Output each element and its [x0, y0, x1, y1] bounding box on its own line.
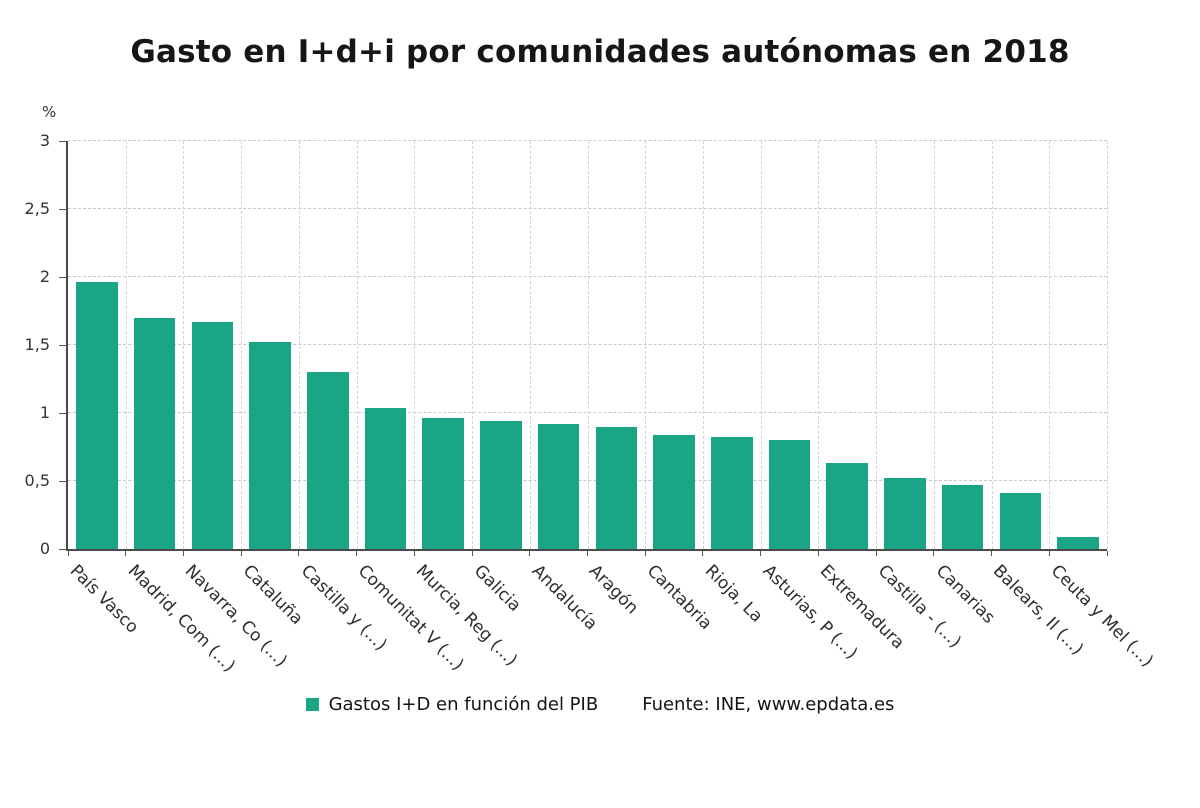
x-category-label: Ceuta y Mel (...): [1046, 561, 1158, 672]
x-tick-mark: [702, 551, 704, 556]
y-tick-label: 2: [39, 267, 50, 287]
legend-label: Gastos I+D en función del PIB: [328, 694, 599, 715]
gridline-vertical: [933, 141, 935, 549]
x-tick-mark: [587, 551, 588, 556]
y-tick-mark: [59, 208, 66, 210]
x-tick-mark: [529, 551, 531, 556]
source-label: Fuente: INE, www.epdata.es: [642, 694, 895, 715]
x-tick-mark: [298, 551, 300, 556]
x-tick-mark: [644, 551, 646, 556]
x-tick-mark: [760, 551, 762, 556]
x-tick-mark: [125, 551, 127, 556]
legend-swatch-icon: [305, 698, 319, 711]
bar: [480, 421, 522, 549]
bar: [76, 282, 118, 549]
bar: [249, 342, 291, 549]
x-tick-mark: [933, 551, 935, 556]
legend: Gastos I+D en función del PIB Fuente: IN…: [0, 694, 1200, 715]
y-tick-label: 3: [39, 131, 50, 150]
y-tick-label: 1: [39, 403, 50, 423]
y-tick-mark: [59, 548, 66, 550]
bar: [653, 434, 695, 549]
bar: [133, 317, 176, 549]
x-tick-mark: [817, 551, 819, 556]
y-tick-mark: [59, 480, 66, 482]
gridline-vertical: [760, 141, 762, 549]
x-tick-mark: [1106, 551, 1108, 556]
x-tick-mark: [240, 551, 242, 556]
gridline-vertical: [125, 141, 127, 549]
gridline-vertical: [1107, 141, 1108, 549]
y-tick-label: 0,5: [24, 471, 50, 491]
gridline-vertical: [298, 141, 300, 549]
gridline-vertical: [876, 141, 878, 549]
y-axis: 0 0,5 1 1,5 2 2,5 3: [0, 132, 58, 558]
x-category-label: Navarra, Co (...): [181, 561, 292, 672]
x-category-label: Madrid, Com (...): [123, 561, 239, 677]
y-tick-mark: [59, 412, 66, 414]
x-tick-mark: [471, 551, 473, 556]
bar: [537, 423, 580, 549]
bar: [826, 463, 869, 549]
bar: [1057, 536, 1099, 549]
gridline-vertical: [529, 141, 531, 549]
x-category-label: Aragón: [585, 561, 643, 619]
gridline-vertical: [472, 141, 474, 549]
gridline-vertical: [818, 141, 820, 549]
x-tick-mark: [356, 551, 358, 556]
bar: [884, 478, 926, 549]
bar: [422, 418, 464, 549]
gridline-vertical: [183, 141, 185, 549]
gridline-vertical: [1049, 141, 1051, 549]
gridline-vertical: [241, 141, 243, 549]
chart-title: Gasto en I+d+i por comunidades autónomas…: [130, 34, 1070, 70]
x-tick-mark: [1048, 551, 1050, 556]
gridline-horizontal: [68, 140, 1107, 141]
y-axis-unit-label: %: [42, 103, 57, 121]
x-category-label: Galicia: [469, 561, 525, 616]
x-tick-mark: [991, 551, 993, 556]
y-tick-label: 2,5: [24, 199, 50, 218]
y-tick-label: 1,5: [24, 335, 50, 354]
bar: [191, 321, 234, 549]
bar: [306, 372, 349, 549]
x-tick-mark: [413, 551, 415, 556]
bar: [768, 440, 811, 549]
y-tick-mark: [59, 140, 66, 142]
gridline-vertical: [356, 141, 358, 549]
x-tick-mark: [67, 551, 69, 556]
gridline-vertical: [414, 141, 416, 549]
x-category-label: Murcia, Reg (...): [412, 561, 522, 671]
bar: [595, 426, 638, 549]
plot-area: [59, 140, 1108, 556]
x-axis-labels: País Vasco Madrid, Com (...) Navarra, Co (…: [66, 555, 1157, 680]
bar: [364, 407, 407, 549]
x-tick-mark: [875, 551, 877, 556]
bar: [999, 493, 1042, 549]
y-tick-mark: [59, 344, 66, 346]
y-tick-mark: [59, 276, 66, 278]
bar: [711, 437, 753, 549]
gridline-vertical: [587, 141, 589, 549]
x-category-label: Comunitat V (...): [354, 561, 469, 675]
bar: [941, 485, 984, 549]
x-tick-mark: [182, 551, 184, 556]
gridline-vertical: [645, 141, 647, 549]
y-tick-label: 0: [39, 539, 50, 558]
gridline-vertical: [702, 141, 704, 549]
gridline-vertical: [991, 141, 993, 549]
